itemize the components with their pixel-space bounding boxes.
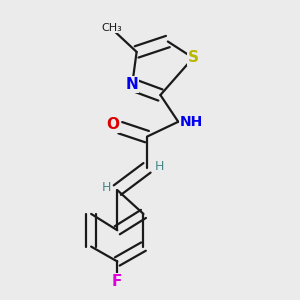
Text: CH₃: CH₃ [101,22,122,32]
Text: F: F [112,274,122,289]
Text: H: H [101,181,111,194]
Text: N: N [126,77,139,92]
Text: H: H [155,160,164,173]
Text: S: S [188,50,199,65]
Text: NH: NH [180,115,203,129]
Text: O: O [106,117,119,132]
